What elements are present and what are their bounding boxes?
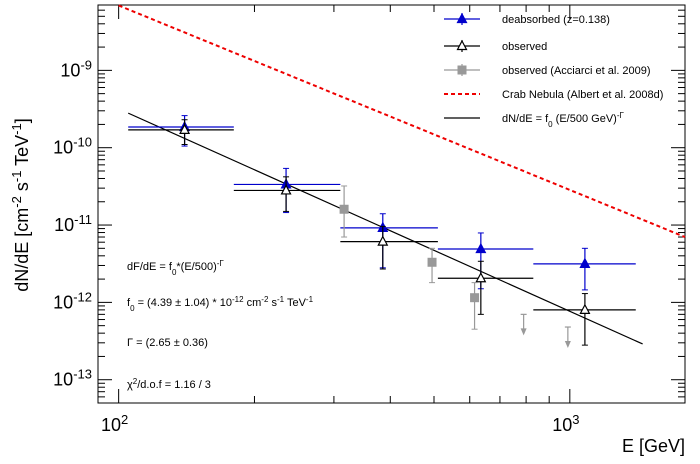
x-tick-label: 102 — [101, 412, 128, 436]
fit-annotations: dF/dE = f0*(E/500)-Γ f0 = (4.39 ± 1.04) *… — [127, 259, 314, 392]
upper-limit-arrow — [564, 341, 571, 349]
axis-ticks — [97, 5, 685, 404]
y-tick-label: 10-11 — [54, 212, 92, 236]
y-axis-label: dN/dE [cm-2 s-1 TeV-1] — [9, 118, 33, 291]
y-tick-label: 10-10 — [53, 134, 92, 158]
legend-label: Crab Nebula (Albert et al. 2008d) — [502, 89, 663, 101]
upper-limit — [564, 326, 571, 349]
y-tick-label: 10-9 — [60, 57, 92, 81]
data-point — [340, 213, 438, 269]
data-point — [533, 247, 636, 291]
marker — [427, 257, 437, 267]
data-point — [533, 293, 636, 346]
tick-labels: 102 103 10-13 10-12 10-11 10-10 10-9 — [53, 57, 579, 435]
marker — [457, 65, 467, 75]
data-point — [437, 260, 534, 315]
data-points — [128, 115, 636, 349]
series-1 — [128, 119, 636, 346]
x-axis-label: E [GeV] — [622, 436, 685, 456]
annotation-formula: dF/dE = f0*(E/500)-Γ — [127, 259, 224, 277]
marker — [475, 242, 487, 254]
data-point — [128, 119, 234, 145]
y-tick-label: 10-13 — [53, 366, 92, 390]
marker — [470, 293, 480, 303]
data-point — [470, 282, 480, 330]
series-2 — [339, 185, 571, 349]
legend-label: observed — [502, 41, 547, 53]
legend-entry-crab: Crab Nebula (Albert et al. 2008d) — [444, 89, 663, 101]
marker — [475, 271, 487, 283]
marker — [339, 204, 349, 214]
legend-entry-observed: observed — [444, 39, 547, 53]
marker — [179, 123, 191, 134]
legend-entry-fit: dN/dE = f0 (E/500 GeV)-Γ — [444, 111, 624, 129]
legend-entry-acciari: observed (Acciarci et al. 2009) — [444, 64, 651, 77]
data-point — [233, 176, 341, 212]
x-tick-label: 103 — [552, 412, 579, 436]
marker — [579, 257, 591, 268]
marker — [280, 184, 292, 195]
upper-limit-arrow — [520, 328, 527, 336]
data-point — [340, 225, 438, 270]
legend-label: deabsorbed (z=0.138) — [502, 14, 610, 26]
annotation-f0: f0 = (4.39 ± 1.04) * 10-12 cm-2 s-1 TeV-… — [127, 295, 314, 313]
legend: deabsorbed (z=0.138) observed observed (Ac… — [444, 12, 663, 129]
model-lines — [118, 4, 686, 345]
y-tick-label: 10-12 — [53, 289, 92, 313]
annotation-chi2: χ2/d.o.f = 1.16 / 3 — [127, 377, 211, 392]
marker — [579, 303, 591, 314]
upper-limit — [520, 313, 527, 336]
legend-label: dN/dE = f0 (E/500 GeV)-Γ — [502, 111, 624, 129]
plot-frame — [97, 4, 686, 404]
crab-nebula-line — [118, 4, 686, 238]
data-point — [339, 185, 349, 238]
data-point — [427, 247, 437, 284]
data-point — [437, 232, 534, 290]
annotation-gamma: Γ = (2.65 ± 0.36) — [127, 337, 208, 349]
marker — [456, 12, 468, 24]
legend-label: observed (Acciarci et al. 2009) — [502, 65, 651, 77]
legend-entry-deabsorbed: deabsorbed (z=0.138) — [444, 12, 610, 26]
marker — [377, 235, 389, 246]
marker — [456, 39, 468, 51]
